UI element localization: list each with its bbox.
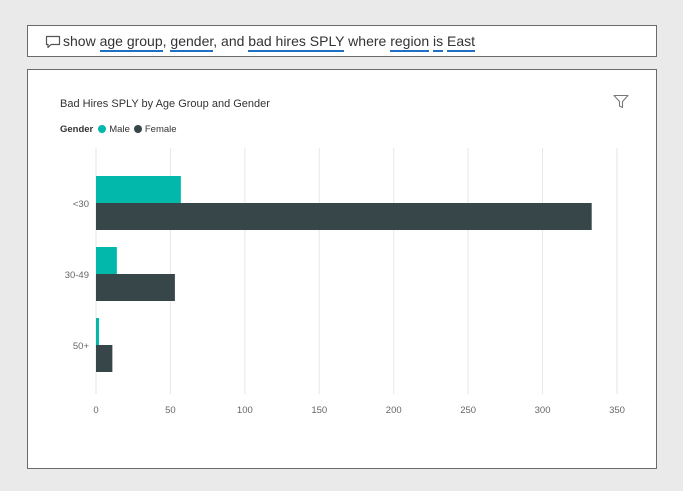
bar-male[interactable] — [96, 318, 99, 345]
filter-icon[interactable] — [613, 94, 629, 109]
x-tick-label: 50 — [165, 405, 176, 416]
x-tick-label: 200 — [386, 405, 402, 416]
bar-male[interactable] — [96, 247, 117, 274]
bar-female[interactable] — [96, 203, 592, 230]
qa-text-fragment — [96, 33, 100, 49]
chat-bubble-icon — [45, 35, 61, 49]
qa-text-fragment: where — [344, 33, 391, 49]
qa-text-fragment: , and — [213, 33, 249, 49]
qa-term[interactable]: is — [433, 33, 444, 52]
x-tick-label: 300 — [535, 405, 551, 416]
qa-term[interactable]: bad hires SPLY — [248, 33, 345, 52]
chart-title: Bad Hires SPLY by Age Group and Gender — [60, 98, 270, 110]
legend-label: Male — [109, 123, 130, 135]
qa-term[interactable]: region — [390, 33, 430, 52]
legend-swatch — [98, 125, 107, 133]
qa-term[interactable]: East — [447, 33, 476, 52]
qa-term[interactable]: age group — [99, 33, 163, 52]
x-tick-label: 250 — [460, 405, 476, 416]
chart-legend: Gender Male Female — [60, 123, 181, 135]
qa-term[interactable]: gender — [170, 33, 214, 52]
legend-label: Female — [144, 123, 177, 135]
x-tick-label: 350 — [609, 405, 625, 416]
qa-question-text[interactable]: show age group, gender, and bad hires SP… — [63, 26, 476, 56]
bar-male[interactable] — [96, 176, 181, 203]
y-category-label: <30 — [73, 199, 89, 210]
legend-item[interactable]: Male — [98, 124, 130, 135]
bar-female[interactable] — [96, 345, 113, 372]
qa-question-box[interactable]: show age group, gender, and bad hires SP… — [27, 25, 657, 57]
legend-item[interactable]: Female — [133, 123, 177, 135]
chart-visual[interactable]: 0 50 100 150 200 250 300 350 <30 30-49 50+ Bad Hir… — [27, 69, 657, 469]
x-tick-label: 100 — [237, 405, 253, 416]
legend-title: Gender — [60, 123, 94, 135]
bar-female[interactable] — [96, 274, 175, 301]
y-category-label: 30-49 — [65, 270, 89, 281]
y-category-label: 50+ — [73, 341, 90, 352]
qa-text-fragment: , — [162, 33, 171, 49]
x-tick-label: 150 — [311, 405, 327, 416]
legend-swatch — [133, 125, 142, 133]
x-tick-label: 0 — [93, 405, 98, 416]
qa-text-fragment: show — [63, 33, 96, 49]
bar-chart: 0 50 100 150 200 250 300 350 <30 30-49 50+ — [65, 148, 625, 416]
